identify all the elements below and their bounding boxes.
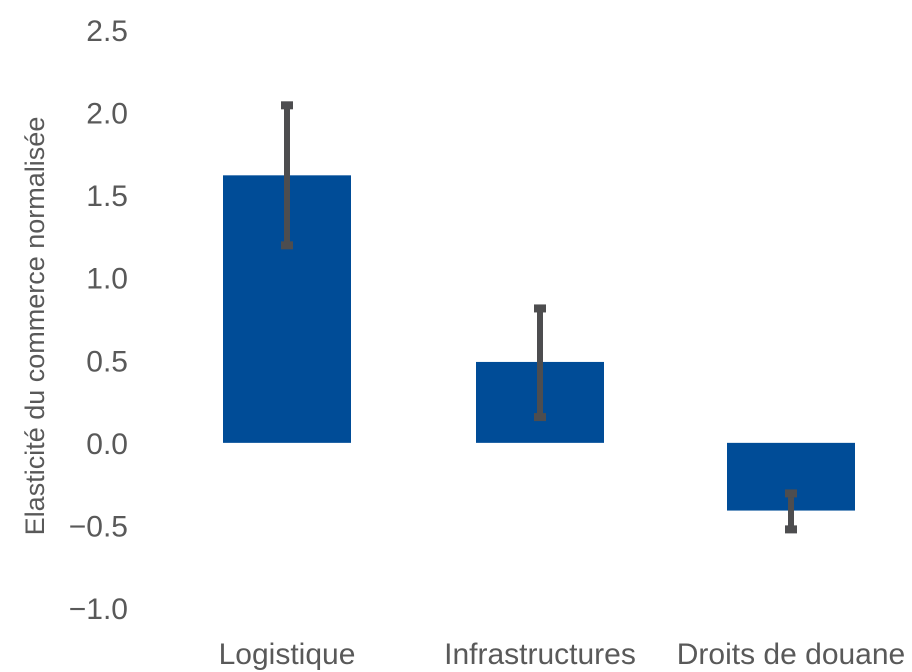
y-tick-label: 0.0 — [86, 428, 128, 461]
error-bar-cap-bottom — [785, 525, 797, 534]
x-category-label: Logistique — [219, 638, 356, 671]
error-bar-cap-bottom — [281, 241, 293, 250]
error-bars — [281, 101, 797, 534]
error-bar — [281, 101, 293, 250]
y-axis-ticks: 2.5 2.0 1.5 1.0 0.5 0.0 −0.5 −1.0 — [69, 15, 128, 626]
y-tick-label: 1.0 — [86, 263, 128, 296]
y-tick-label: 2.0 — [86, 98, 128, 131]
y-tick-label: −0.5 — [69, 510, 128, 543]
error-bar — [534, 304, 546, 422]
error-bar-cap-top — [534, 304, 546, 313]
y-tick-label: −1.0 — [69, 593, 128, 626]
x-axis-categories: Logistique Infrastructures Droits de douan… — [219, 638, 906, 671]
error-bar-cap-top — [281, 101, 293, 110]
y-tick-label: 2.5 — [86, 15, 128, 48]
y-axis-label: Elasticité du commerce normalisée — [20, 117, 50, 536]
error-bar — [785, 489, 797, 534]
x-category-label: Droits de douane — [677, 638, 906, 671]
y-tick-label: 0.5 — [86, 345, 128, 378]
error-bar-cap-bottom — [534, 413, 546, 422]
error-bar-cap-top — [785, 489, 797, 498]
x-category-label: Infrastructures — [444, 638, 636, 671]
y-tick-label: 1.5 — [86, 180, 128, 213]
